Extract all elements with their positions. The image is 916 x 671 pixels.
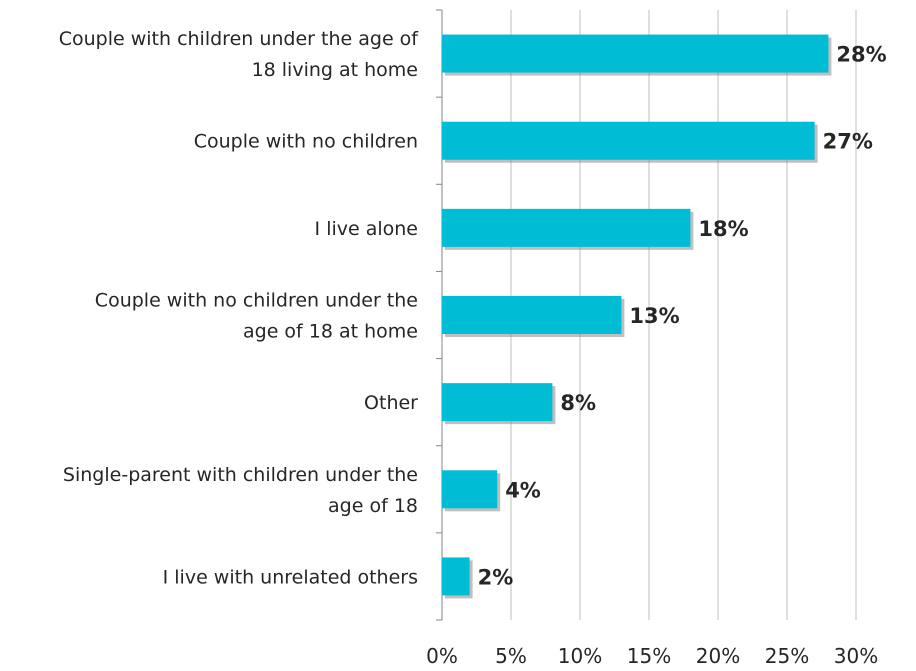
- category-label-line: age of 18 at home: [243, 321, 418, 343]
- category-label-line: Couple with no children: [194, 131, 418, 153]
- data-label: 2%: [478, 565, 514, 589]
- category-label-line: Couple with children under the age of: [59, 28, 420, 50]
- category-label: I live alone: [315, 218, 418, 240]
- category-axis: [436, 9, 443, 621]
- gridlines: [510, 10, 857, 620]
- x-tick-label: 25%: [765, 644, 809, 668]
- category-label: Other: [364, 392, 418, 414]
- x-tick-label: 20%: [696, 644, 740, 668]
- bar: [442, 208, 691, 247]
- bar: [442, 470, 498, 509]
- category-label-line: I live with unrelated others: [163, 566, 418, 588]
- category-labels: Couple with children under the age of 18 …: [59, 28, 420, 588]
- bar: [442, 34, 829, 73]
- data-label: 18%: [698, 217, 748, 241]
- data-label: 8%: [560, 391, 596, 415]
- category-label-line: Couple with no children under the: [95, 290, 418, 312]
- x-axis-ticks: 0% 5% 10% 15% 20% 25% 30%: [426, 644, 878, 668]
- x-tick-label: 5%: [495, 644, 527, 668]
- data-labels: 28% 27% 18% 13% 8% 4% 2%: [478, 43, 887, 590]
- x-tick-label: 0%: [426, 644, 458, 668]
- data-label: 4%: [505, 478, 541, 502]
- bars: [442, 34, 832, 599]
- bar: [442, 121, 815, 160]
- category-label-line: I live alone: [315, 218, 418, 240]
- data-label: 28%: [836, 43, 886, 67]
- category-label: I live with unrelated others: [163, 566, 418, 588]
- x-tick-label: 30%: [834, 644, 878, 668]
- category-label-line: age of 18: [328, 495, 418, 517]
- bar: [442, 383, 553, 422]
- x-tick-label: 10%: [558, 644, 602, 668]
- category-label-line: Single-parent with children under the: [63, 464, 418, 486]
- category-label: Couple with children under the age of 18 …: [59, 28, 420, 81]
- data-label: 27%: [823, 130, 873, 154]
- category-label-line: Other: [364, 392, 418, 414]
- category-label: Couple with no children: [194, 131, 418, 153]
- bar: [442, 557, 470, 596]
- category-label-line: 18 living at home: [252, 59, 418, 81]
- data-label: 13%: [629, 304, 679, 328]
- category-label: Single-parent with children under the age…: [63, 464, 418, 517]
- bar: [442, 296, 622, 334]
- x-tick-label: 15%: [627, 644, 671, 668]
- category-label: Couple with no children under the age of …: [95, 290, 418, 343]
